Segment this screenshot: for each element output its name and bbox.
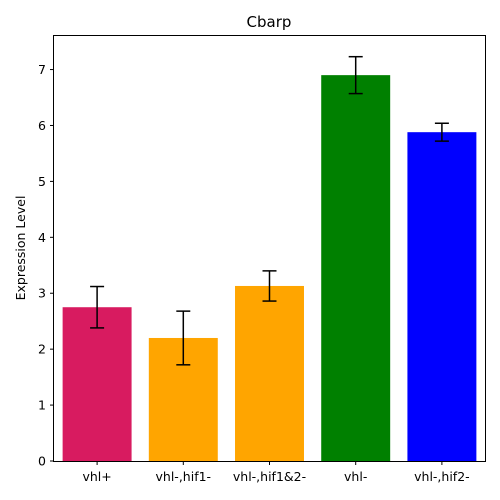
bar — [407, 132, 477, 461]
y-tick-label: 6 — [38, 118, 46, 133]
bars-group — [62, 75, 477, 461]
x-axis: vhl+ vhl-,hif1- vhl-,hif1&2- vhl-vhl-,hif2- — [82, 461, 470, 484]
x-tick-label: vhl- — [344, 469, 367, 484]
x-tick-label: vhl-,hif1&2- — [233, 469, 306, 484]
y-tick-label: 1 — [38, 398, 46, 413]
bar — [235, 285, 304, 461]
error-bars-group — [90, 55, 449, 366]
x-tick-label: vhl-,hif2- — [414, 469, 470, 484]
y-tick-label: 3 — [38, 286, 46, 301]
bar — [321, 75, 391, 461]
y-tick-label: 7 — [38, 62, 46, 77]
y-tick-label: 5 — [38, 174, 46, 189]
plot-frame — [53, 35, 486, 462]
x-tick-label: vhl-,hif1- — [156, 469, 212, 484]
y-axis-label: Expression Level — [13, 196, 28, 301]
y-tick-label: 2 — [38, 342, 46, 357]
chart-title: Cbarp — [247, 13, 292, 31]
x-tick-label: vhl+ — [82, 469, 111, 484]
y-tick-label: 4 — [38, 230, 46, 245]
y-axis: 0 1 2 3 4 5 6 7 — [38, 62, 54, 469]
bar — [62, 307, 132, 461]
y-tick-label: 0 — [38, 454, 46, 469]
